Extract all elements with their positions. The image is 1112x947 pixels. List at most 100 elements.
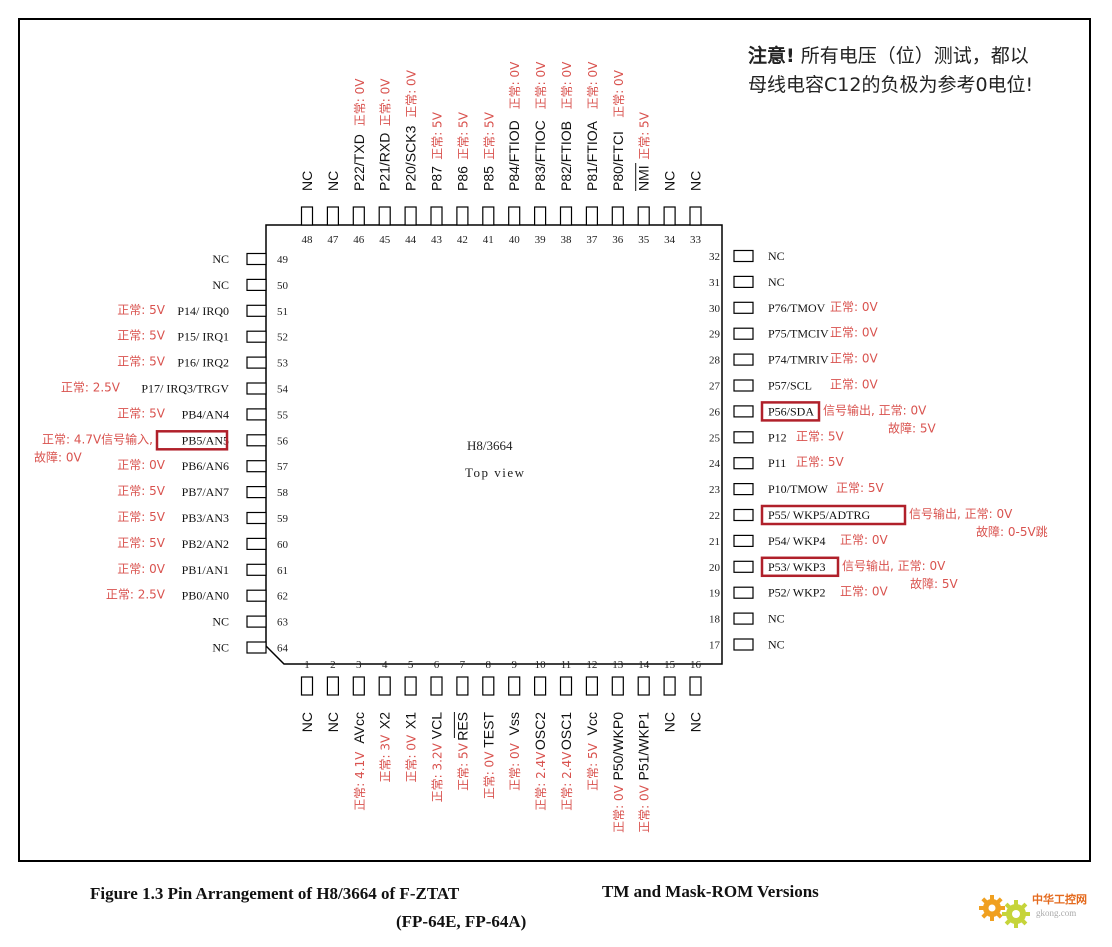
pin-name: Vss — [506, 712, 522, 735]
pin-lead — [533, 206, 547, 226]
pin-number: 44 — [405, 234, 417, 246]
pin-annotation: 正常: 5V — [836, 481, 884, 495]
pin-annotation: 正常: 5V — [456, 742, 470, 790]
pin-annotation: 正常: 3.2V — [431, 742, 445, 802]
pin-annotation: 正常: 0V — [482, 751, 496, 799]
pin-number: 35 — [638, 234, 650, 246]
pin-name: P12 — [768, 430, 787, 444]
pin-lead — [733, 612, 754, 625]
pin-lead — [663, 676, 676, 696]
pin-lead — [246, 511, 267, 525]
pin-lead — [246, 278, 267, 291]
pin-name: NC — [212, 615, 229, 629]
pin-name: AVcc — [351, 712, 367, 744]
pin-annotation: 正常: 0V — [117, 458, 165, 472]
pin-annotation: 正常: 0V — [830, 352, 878, 366]
pin-lead — [689, 206, 702, 226]
pin-fault-annotation: 故障: 5V — [910, 576, 958, 591]
pin-name: NC — [688, 712, 704, 732]
pin-name: NC — [662, 712, 678, 732]
pin-annotation: 正常: 0V — [840, 585, 888, 599]
pin-name: P84/FTIOD — [506, 120, 522, 191]
pin-lead — [246, 641, 267, 654]
pin-name: P75/TMCIV — [768, 327, 829, 341]
pin-name: P20/SCK3 — [403, 125, 419, 191]
pin-annotation: 正常: 5V — [117, 510, 165, 524]
pin-name: P21/RXD — [377, 133, 393, 191]
pin-number: 57 — [277, 461, 289, 473]
pin-lead — [246, 563, 267, 576]
pin-number: 19 — [709, 588, 721, 600]
pin-name: P50/WKP0 — [610, 712, 626, 781]
pin-annotation: 正常: 2.5V — [106, 588, 166, 602]
pin-number: 14 — [638, 659, 650, 671]
pin-number: 18 — [709, 614, 721, 626]
pin-number: 62 — [277, 591, 288, 603]
pin-annotation: 正常: 0V — [379, 78, 393, 126]
pin-number: 40 — [509, 234, 521, 246]
pin-name: RES — [454, 712, 470, 741]
pin-number: 42 — [457, 234, 468, 246]
pin-name: P83/FTIOC — [532, 120, 548, 191]
pin-number: 28 — [709, 355, 721, 367]
pin-name: P57/SCL — [768, 379, 812, 393]
pin-lead — [733, 249, 754, 263]
pin-lead — [246, 356, 267, 369]
pin-number: 37 — [586, 234, 598, 246]
pin-annotation: 信号输出, 正常: 0V — [842, 558, 946, 573]
pin-name: P82/FTIOB — [558, 121, 574, 191]
pin-annotation: 正常: 5V — [586, 742, 600, 790]
pin-number: 41 — [483, 234, 494, 246]
pin-number: 2 — [330, 659, 336, 671]
pin-name: P22/TXD — [351, 134, 367, 191]
pin-lead — [733, 405, 754, 418]
pin-name: P51/WKP1 — [636, 712, 652, 781]
pin-lead — [733, 379, 754, 392]
pin-annotation: 正常: 2.4V — [534, 751, 548, 811]
pin-name: NC — [325, 712, 341, 732]
pin-lead — [456, 206, 469, 226]
pin-name: NC — [212, 641, 229, 655]
pin-number: 61 — [277, 565, 288, 577]
gkong-logo: 中华工控网 gkong.com — [978, 886, 1102, 938]
pin-lead — [246, 408, 267, 421]
pin-annotation: 正常: 5V — [482, 111, 496, 159]
pin-name: NC — [212, 252, 229, 266]
pin-lead — [611, 676, 624, 696]
caption-trademark: TM and Mask-ROM Versions — [602, 882, 819, 901]
pin-number: 38 — [561, 234, 573, 246]
pin-lead — [733, 560, 754, 573]
pin-name: NC — [768, 612, 785, 626]
pin-number: 22 — [709, 510, 720, 522]
pin-fault-annotation: 故障: 5V — [888, 420, 936, 435]
pin-lead — [533, 676, 547, 696]
pin-lead — [300, 206, 314, 226]
pin-name: P16/ IRQ2 — [177, 356, 229, 370]
pin-number: 59 — [277, 513, 289, 525]
pin-number: 13 — [612, 659, 624, 671]
pin-lead — [482, 676, 495, 696]
pin-lead — [559, 676, 573, 696]
pin-lead — [733, 431, 754, 444]
pin-lead — [637, 676, 650, 696]
pin-annotation: 正常: 0V — [830, 300, 878, 314]
pin-name: PB7/AN7 — [182, 485, 229, 499]
pin-lead — [733, 353, 754, 366]
pin-number: 51 — [277, 306, 288, 318]
pin-number: 50 — [277, 280, 289, 292]
pin-name: X2 — [377, 712, 393, 729]
pin-lead — [352, 676, 365, 696]
pin-number: 21 — [709, 536, 720, 548]
pin-lead — [733, 301, 754, 314]
pin-annotation: 正常: 5V — [796, 455, 844, 469]
pin-name: Vcc — [584, 712, 600, 735]
pin-annotation: 正常: 5V — [117, 484, 165, 498]
pin-lead — [430, 206, 443, 226]
pin-lead — [246, 252, 267, 266]
pin-annotation: 正常: 0V — [586, 61, 600, 109]
pin-name: NC — [299, 712, 315, 732]
pin-name: P81/FTIOA — [584, 120, 600, 191]
pin-number: 25 — [709, 432, 721, 444]
pin-number: 10 — [535, 659, 547, 671]
pin-name: TEST — [480, 712, 496, 748]
